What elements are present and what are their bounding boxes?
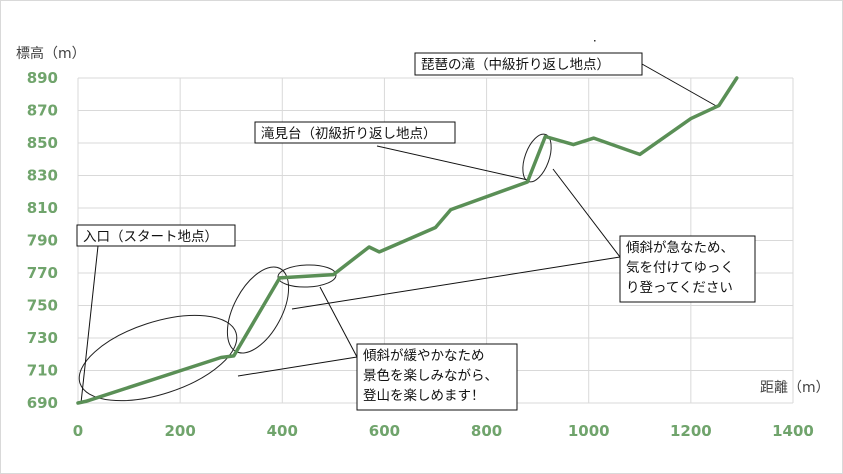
callout-text: 傾斜が急なため、 [626,240,734,256]
callout-frame [254,121,456,144]
callout-frame [619,235,756,303]
y-tick-label: 790 [27,232,58,250]
callout-box: 入口（スタート地点） [76,224,236,247]
x-tick-label: 200 [164,422,195,440]
highlight-ellipse [277,264,337,288]
y-tick-label: 810 [27,199,58,217]
callout-text: 登山を楽しめます！ [363,388,485,404]
highlight-ellipses [78,133,552,402]
stray-dot [594,40,596,42]
callout-text: り登ってください [626,280,733,296]
leader-line [552,168,621,258]
x-tick-label: 1200 [670,422,712,440]
y-tick-label: 710 [27,362,58,380]
callout-text: 景色を楽しみながら、 [363,367,498,384]
x-tick-label: 600 [369,422,400,440]
x-tick-label: 1400 [772,422,814,440]
leader-line [291,256,621,310]
y-tick-label: 830 [27,167,58,185]
callout-box: 滝見台（初級折り返し地点） [254,121,456,144]
elevation-line [76,76,739,405]
callout-text: 滝見台（初級折り返し地点） [261,125,437,142]
leader-line [80,245,99,404]
callouts: 入口（スタート地点） 滝見台（初級折り返し地点） 琵琶の滝（中級折り返し地点） 傾斜が… [76,52,756,411]
leader-line [237,356,358,377]
callout-box: 琵琶の滝（中級折り返し地点） [414,52,643,76]
y-tick-labels: 690 710 730 750 770 790 810 830 850 870 890 [27,69,58,412]
x-tick-label: 1000 [568,422,610,440]
leader-line [376,145,529,181]
callout-leader-lines [80,63,719,404]
callout-text: 傾斜が緩やかなため [363,348,485,364]
x-tick-label: 800 [471,422,502,440]
callout-text: 琵琶の滝（中級折り返し地点） [421,57,610,73]
x-tick-label: 400 [267,422,298,440]
x-tick-labels: 0 200 400 600 800 1000 1200 1400 [73,422,814,440]
leader-line [641,63,719,108]
y-tick-label: 770 [27,264,58,282]
y-tick-label: 850 [27,134,58,152]
y-tick-label: 730 [27,329,58,347]
y-axis-label: 標高（m） [16,45,86,62]
y-tick-label: 690 [27,394,58,412]
highlight-ellipse [78,314,238,402]
x-axis-label: 距離（m） [760,379,830,396]
callout-text: 入口（スタート地点） [83,229,218,245]
y-tick-label: 890 [27,69,58,87]
callout-frame [76,224,236,247]
leader-line [319,286,358,358]
y-tick-label: 870 [27,102,58,120]
callout-frame [414,52,643,76]
y-tick-label: 750 [27,297,58,315]
x-tick-label: 0 [73,422,83,440]
callout-frame [356,343,518,411]
callout-text: 気を付けてゆっく [626,260,734,276]
